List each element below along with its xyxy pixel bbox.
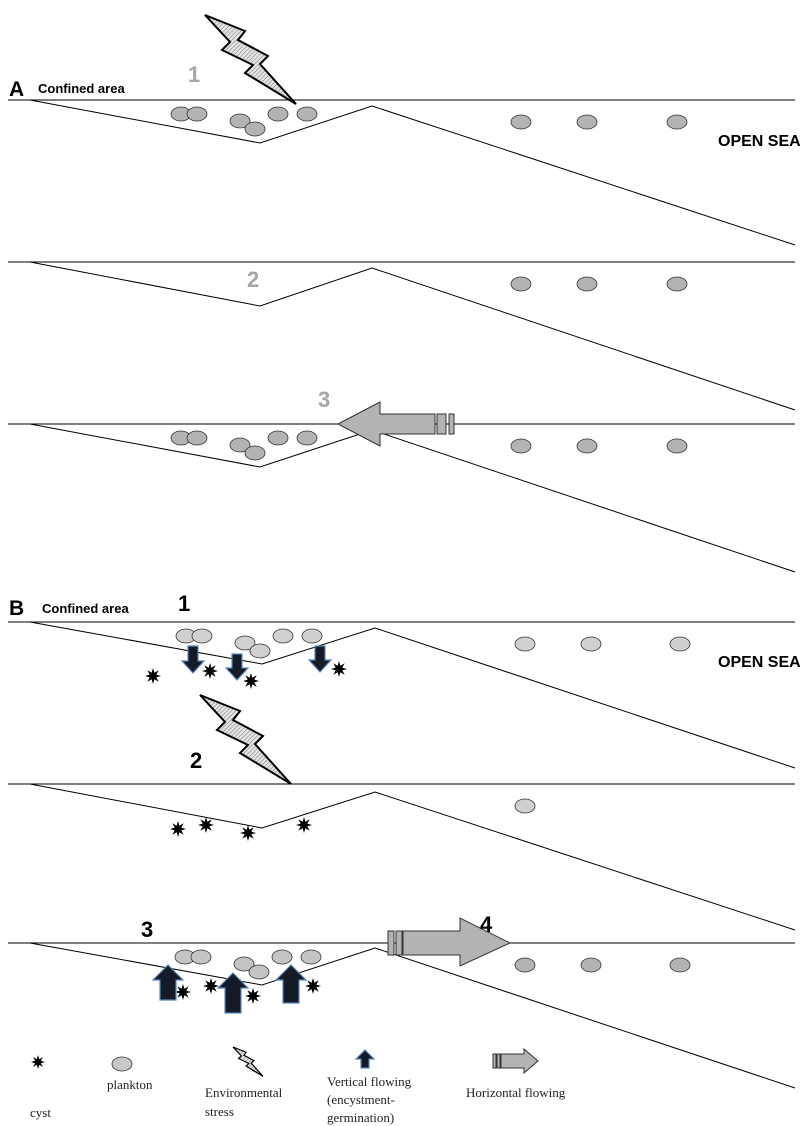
open-sea-label: OPEN SEA bbox=[718, 654, 801, 671]
cyst bbox=[305, 978, 321, 994]
plankton bbox=[187, 431, 207, 445]
plankton bbox=[302, 629, 322, 643]
cyst bbox=[145, 668, 161, 684]
cyst bbox=[202, 663, 218, 679]
plankton bbox=[581, 958, 601, 972]
environmental-stress bbox=[205, 15, 296, 104]
plankton bbox=[511, 115, 531, 129]
confined-label: Confined area bbox=[38, 81, 125, 96]
plankton bbox=[581, 637, 601, 651]
plankton bbox=[667, 115, 687, 129]
plankton bbox=[670, 958, 690, 972]
arrow-tail bbox=[449, 414, 454, 434]
cyst bbox=[198, 817, 214, 833]
plankton bbox=[577, 115, 597, 129]
plankton bbox=[667, 439, 687, 453]
plankton bbox=[511, 439, 531, 453]
cyst bbox=[243, 673, 259, 689]
vertical-arrow bbox=[356, 1050, 374, 1068]
plankton bbox=[112, 1057, 132, 1071]
plankton bbox=[670, 637, 690, 651]
cyst bbox=[203, 978, 219, 994]
arrow-tail bbox=[437, 414, 446, 434]
plankton bbox=[249, 965, 269, 979]
cyst bbox=[296, 817, 312, 833]
cyst bbox=[240, 825, 256, 841]
environmental-stress bbox=[233, 1047, 263, 1076]
arrow-tail bbox=[388, 931, 394, 955]
panel-label: A bbox=[9, 78, 24, 101]
plankton bbox=[245, 122, 265, 136]
vertical-arrow bbox=[309, 646, 331, 672]
plankton bbox=[577, 439, 597, 453]
plankton bbox=[273, 629, 293, 643]
plankton bbox=[297, 107, 317, 121]
step-number: 2 bbox=[190, 748, 202, 773]
step-number: 3 bbox=[318, 387, 330, 412]
legend-text: (encystment- bbox=[327, 1092, 395, 1107]
step-number: 1 bbox=[188, 62, 200, 87]
horizontal-arrow bbox=[338, 402, 435, 446]
confined-label: Confined area bbox=[42, 601, 129, 616]
arrow-tail bbox=[497, 1054, 500, 1068]
vertical-arrow bbox=[276, 965, 306, 1003]
panel-label: B bbox=[9, 597, 24, 620]
plankton bbox=[667, 277, 687, 291]
horizontal-arrow bbox=[501, 1049, 538, 1073]
plankton bbox=[297, 431, 317, 445]
plankton bbox=[192, 629, 212, 643]
legend-text: Vertical flowing bbox=[327, 1074, 412, 1089]
cyst bbox=[175, 984, 191, 1000]
environmental-stress bbox=[200, 695, 291, 784]
legend-text: germination) bbox=[327, 1110, 394, 1125]
legend-text: Horizontal flowing bbox=[466, 1085, 566, 1100]
plankton bbox=[272, 950, 292, 964]
horizontal-arrow bbox=[403, 918, 510, 966]
cyst bbox=[170, 821, 186, 837]
plankton bbox=[250, 644, 270, 658]
cyst bbox=[245, 988, 261, 1004]
plankton bbox=[515, 958, 535, 972]
arrow-tail bbox=[493, 1054, 496, 1068]
plankton bbox=[245, 446, 265, 460]
step-number: 2 bbox=[247, 267, 259, 292]
legend-text: stress bbox=[205, 1104, 234, 1119]
diagram: A Confined area OPEN SEA 1 2 3 B Confine… bbox=[0, 0, 804, 1126]
arrow-tail bbox=[396, 931, 402, 955]
plankton bbox=[268, 431, 288, 445]
open-sea-label: OPEN SEA bbox=[718, 133, 801, 150]
sea-floor bbox=[30, 784, 795, 930]
legend-text: Environmental bbox=[205, 1085, 283, 1100]
plankton bbox=[191, 950, 211, 964]
step-number: 4 bbox=[480, 912, 493, 937]
plankton bbox=[515, 799, 535, 813]
plankton bbox=[511, 277, 531, 291]
plankton bbox=[577, 277, 597, 291]
plankton bbox=[301, 950, 321, 964]
step-number: 1 bbox=[178, 591, 190, 616]
plankton bbox=[515, 637, 535, 651]
legend-text: cyst bbox=[30, 1105, 51, 1120]
step-number: 3 bbox=[141, 917, 153, 942]
cyst bbox=[31, 1055, 45, 1069]
vertical-arrow bbox=[218, 973, 248, 1013]
cyst bbox=[331, 661, 347, 677]
legend-text: plankton bbox=[107, 1077, 153, 1092]
plankton bbox=[268, 107, 288, 121]
plankton bbox=[187, 107, 207, 121]
